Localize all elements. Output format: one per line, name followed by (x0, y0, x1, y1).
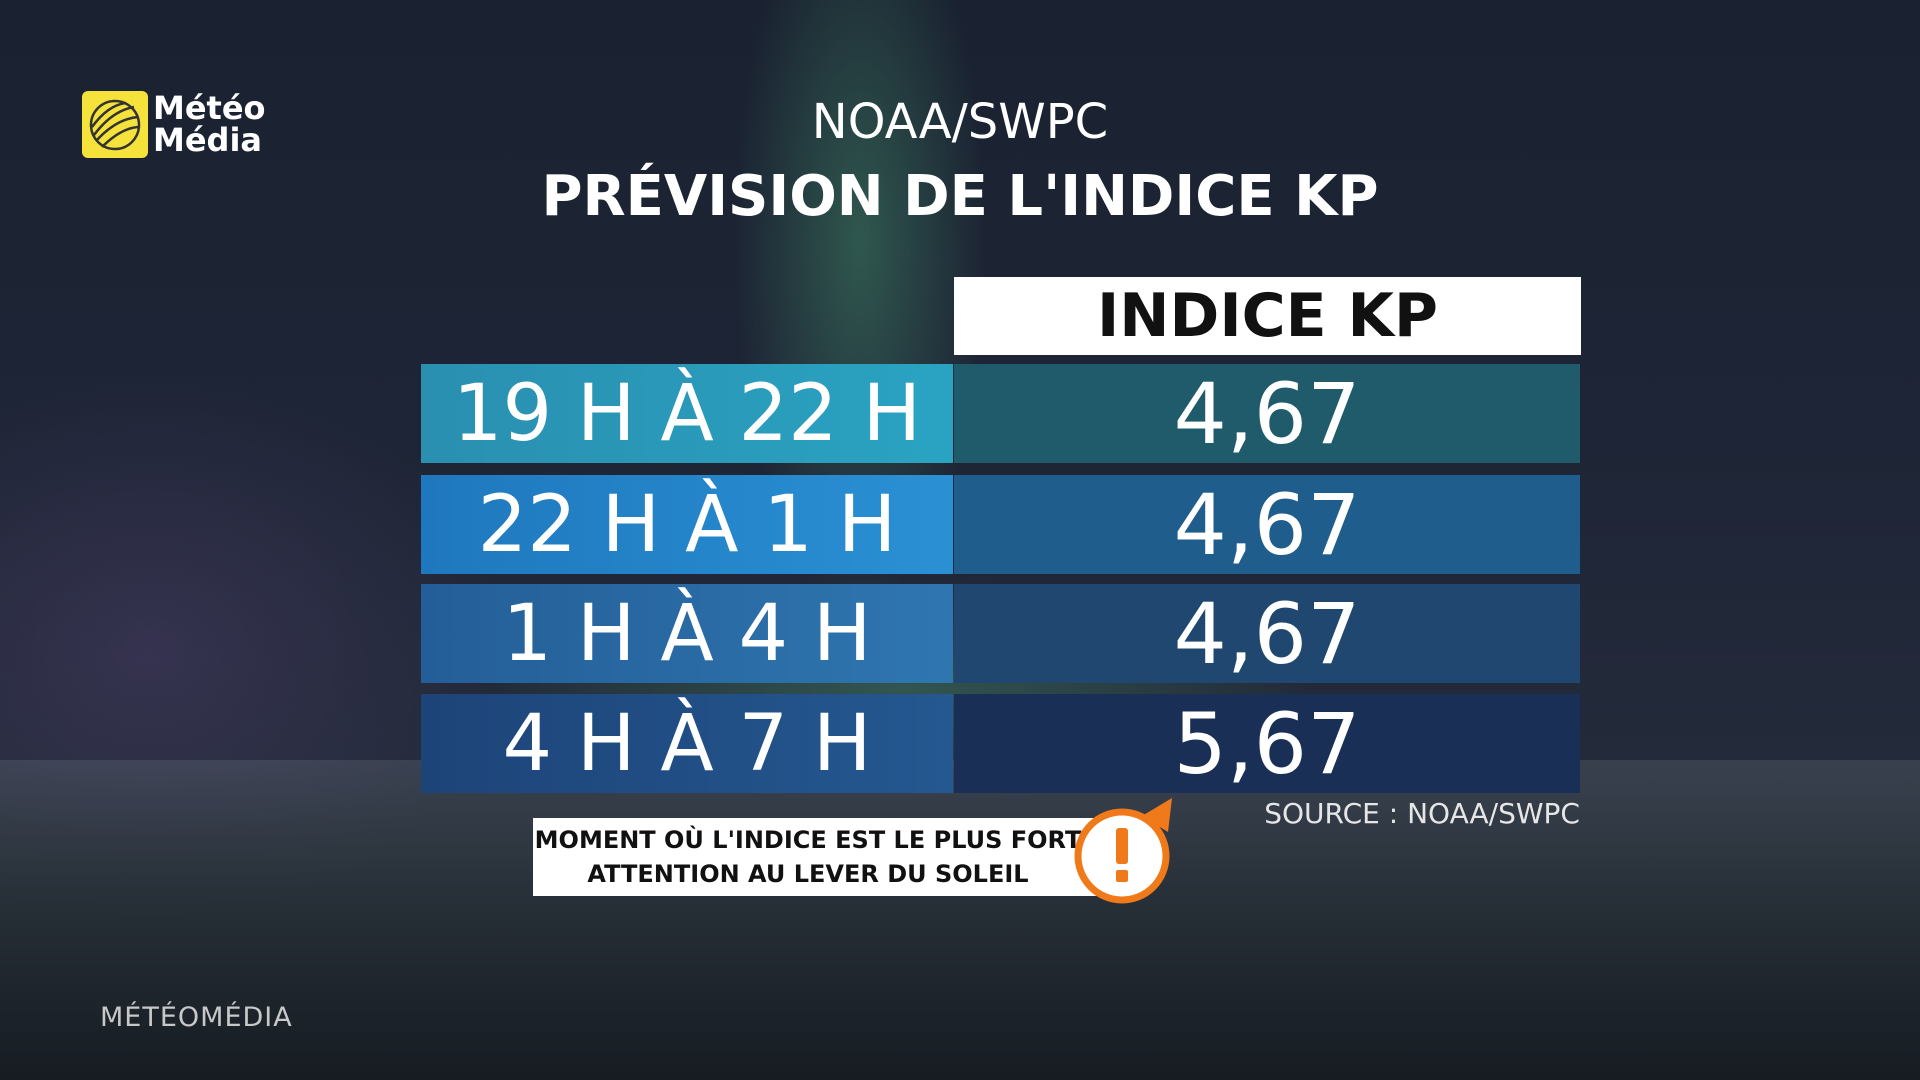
alert-icon (1074, 798, 1172, 904)
logo-icon (82, 91, 148, 158)
row-label: 19 H À 22 H (421, 364, 953, 463)
column-header: INDICE KP (954, 277, 1581, 355)
footer-brand: MÉTÉOMÉDIA (100, 1002, 293, 1033)
source-note: SOURCE : NOAA/SWPC (1264, 797, 1580, 830)
callout-text: ATTENTION AU LEVER DU SOLEIL (587, 860, 1029, 888)
callout-text: MOMENT OÙ L'INDICE EST LE PLUS FORT (534, 826, 1082, 854)
kp-value: 4,67 (954, 584, 1580, 683)
logo-text: Météo (153, 89, 266, 127)
kp-value: 5,67 (954, 694, 1580, 793)
row-label: 22 H À 1 H (421, 475, 953, 574)
row-label: 1 H À 4 H (421, 584, 953, 683)
row-label: 4 H À 7 H (421, 694, 953, 793)
subtitle: NOAA/SWPC (811, 94, 1109, 150)
title: PRÉVISION DE L'INDICE KP (541, 164, 1379, 229)
landscape (0, 760, 1920, 1080)
logo-text: Média (153, 121, 263, 159)
kp-value: 4,67 (954, 364, 1580, 463)
callout-box (533, 818, 1108, 896)
kp-value: 4,67 (954, 475, 1580, 574)
